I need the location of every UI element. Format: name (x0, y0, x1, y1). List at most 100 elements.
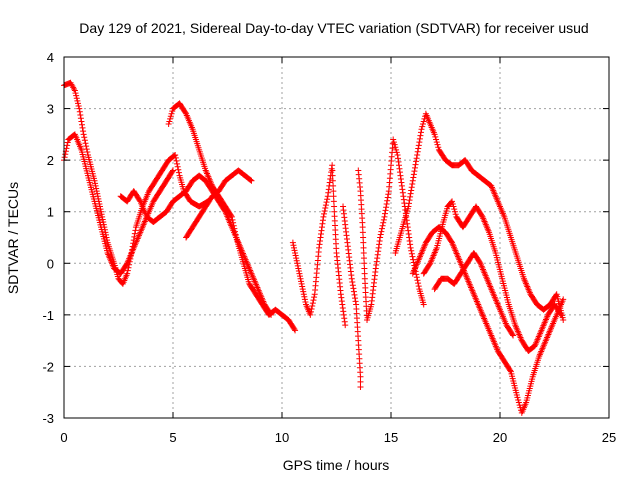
data-point (324, 196, 331, 203)
data-point (414, 148, 421, 155)
data-point (301, 293, 308, 300)
data-point (75, 102, 82, 109)
data-point (79, 124, 86, 131)
data-point (172, 154, 179, 161)
data-point (393, 146, 400, 153)
data-point (292, 327, 299, 334)
data-point (349, 282, 356, 289)
data-point (350, 288, 357, 295)
data-point (448, 238, 455, 245)
data-point (407, 193, 414, 200)
data-point (299, 286, 306, 293)
data-point (166, 118, 173, 125)
data-point (136, 197, 143, 204)
data-point (182, 109, 189, 116)
data-point (381, 213, 388, 220)
data-point (174, 160, 181, 167)
data-point (167, 113, 174, 120)
data-point (331, 203, 338, 210)
data-point (174, 163, 181, 170)
data-point (320, 213, 327, 220)
series-track-k (420, 198, 565, 354)
data-point (413, 274, 420, 281)
data-point (416, 139, 423, 146)
data-point (348, 275, 355, 282)
data-point (416, 135, 423, 142)
data-point (330, 182, 337, 189)
data-point (292, 249, 299, 256)
data-point (361, 270, 368, 277)
data-point (357, 378, 364, 385)
data-point (83, 143, 90, 150)
data-point (452, 211, 459, 218)
y-tick-label: 0 (47, 256, 54, 271)
data-point (449, 200, 456, 207)
data-point (408, 247, 415, 254)
grid-lines (64, 57, 609, 418)
data-point (61, 154, 68, 161)
data-point (71, 87, 78, 94)
x-tick-label: 10 (275, 430, 289, 445)
data-point (390, 136, 397, 143)
data-point (231, 225, 238, 232)
data-point (382, 210, 389, 217)
data-point (476, 259, 483, 266)
data-point (291, 247, 298, 254)
data-point (560, 317, 567, 324)
data-point (297, 275, 304, 282)
data-point (360, 234, 367, 241)
data-point (385, 191, 392, 198)
data-point (359, 229, 366, 236)
series-track-l (431, 249, 517, 339)
data-point (357, 373, 364, 380)
data-point (80, 131, 87, 138)
y-tick-label: 2 (47, 153, 54, 168)
data-point (409, 253, 416, 260)
data-point (228, 212, 235, 219)
data-point (415, 142, 422, 149)
data-point (296, 270, 303, 277)
y-tick-label: 4 (47, 50, 54, 65)
data-point (378, 225, 385, 232)
data-point (557, 310, 564, 317)
data-point (169, 108, 176, 115)
data-point (449, 198, 456, 205)
y-tick-label: -3 (42, 411, 54, 426)
data-point (291, 326, 298, 333)
data-point (407, 190, 414, 197)
data-point (309, 303, 316, 310)
data-point (307, 308, 314, 315)
data-point (294, 262, 301, 269)
data-point (298, 278, 305, 285)
data-point (478, 212, 485, 219)
data-point (64, 142, 71, 149)
data-point (94, 190, 101, 197)
data-point (450, 203, 457, 210)
data-point (420, 118, 427, 125)
series-track-c (117, 172, 275, 318)
data-point (415, 145, 422, 152)
data-point (392, 144, 399, 151)
data-point (62, 151, 69, 158)
data-point (93, 185, 100, 192)
data-point (99, 213, 106, 220)
data-point (415, 280, 422, 287)
data-point (301, 296, 308, 303)
data-point (390, 139, 397, 146)
data-point (175, 166, 182, 173)
data-point (81, 137, 88, 144)
data-point (290, 242, 297, 249)
data-point (83, 146, 90, 153)
data-point (330, 188, 337, 195)
data-point (92, 180, 99, 187)
data-point (509, 331, 516, 338)
data-point (172, 151, 179, 158)
data-point (167, 115, 174, 122)
data-point (420, 301, 427, 308)
data-point (507, 367, 514, 374)
data-point (76, 108, 83, 115)
data-point (295, 268, 302, 275)
data-point (419, 123, 426, 130)
